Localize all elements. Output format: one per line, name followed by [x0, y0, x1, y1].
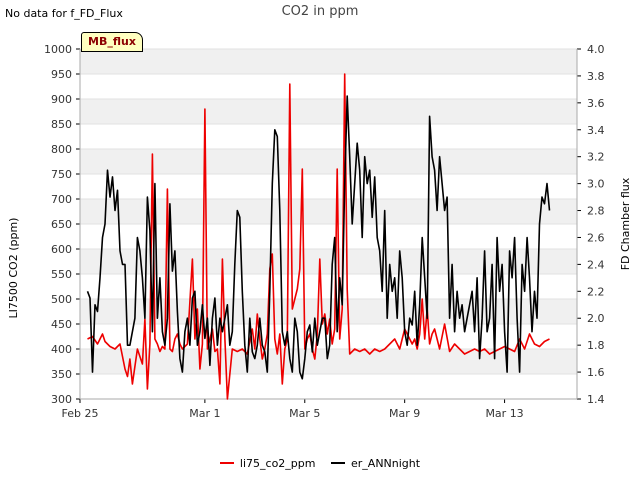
y-tick-label: 550: [51, 268, 72, 281]
y2-tick-label: 2.6: [587, 231, 605, 244]
x-tick-label: Mar 13: [485, 407, 523, 420]
no-data-note: No data for f_FD_Flux: [5, 7, 123, 20]
legend-swatch-er-annnight: [331, 462, 345, 464]
x-tick-label: Feb 25: [62, 407, 99, 420]
y-axis-label: LI7500 CO2 (ppm): [7, 218, 20, 319]
grid-band: [80, 149, 577, 174]
y2-tick-label: 1.4: [587, 393, 605, 406]
y-tick-label: 1000: [44, 43, 72, 56]
y-tick-label: 650: [51, 218, 72, 231]
y-tick-label: 900: [51, 93, 72, 106]
grid-band: [80, 199, 577, 224]
grid-band: [80, 49, 577, 74]
x-tick-label: Mar 1: [189, 407, 220, 420]
x-tick-label: Mar 5: [289, 407, 320, 420]
y2-tick-label: 1.8: [587, 339, 605, 352]
y-tick-label: 600: [51, 243, 72, 256]
y-tick-label: 350: [51, 368, 72, 381]
background-bands: [80, 48, 577, 400]
x-tick-label: Mar 9: [389, 407, 420, 420]
y2-tick-label: 2.0: [587, 312, 605, 325]
series-line-er-annnight: [86, 95, 551, 380]
legend-swatch-li75: [219, 462, 234, 464]
y-tick-label: 950: [51, 68, 72, 81]
legend-item-li75: li75_co2_ppm: [219, 456, 316, 470]
y-tick-label: 400: [51, 343, 72, 356]
legend-label-li75: li75_co2_ppm: [239, 456, 316, 470]
y2-tick-label: 3.8: [587, 70, 605, 83]
y-tick-label: 750: [51, 168, 72, 181]
mb-flux-badge: MB_flux: [81, 32, 143, 52]
series-layer: [86, 73, 551, 400]
y2-tick-label: 3.4: [587, 124, 605, 137]
y2-tick-label: 3.6: [587, 97, 605, 110]
legend-item-er-annnight: er_ANNnight: [331, 457, 420, 470]
y-tick-label: 450: [51, 318, 72, 331]
y2-tick-label: 3.2: [587, 151, 605, 164]
y2-tick-label: 2.8: [587, 205, 605, 218]
y-tick-label: 800: [51, 143, 72, 156]
y-tick-label: 700: [51, 193, 72, 206]
y2-tick-label: 1.6: [587, 366, 605, 379]
y-tick-label: 300: [51, 393, 72, 406]
y2-tick-label: 2.2: [587, 285, 605, 298]
series-line-li75-co2-ppm: [87, 73, 550, 400]
legend-label-er-annnight: er_ANNnight: [351, 456, 421, 470]
y2-tick-label: 3.0: [587, 178, 605, 191]
y2-axis-label: FD Chamber flux: [619, 177, 632, 270]
axes: 300 350 400 450 500 550 600 650 700 750 800 850 900 9…: [44, 43, 605, 420]
y2-tick-label: 2.4: [587, 258, 605, 271]
grid-band: [80, 99, 577, 124]
legend: li75_co2_ppm er_ANNnight: [0, 454, 640, 470]
y-tick-label: 850: [51, 118, 72, 131]
y-tick-label: 500: [51, 293, 72, 306]
chart-title: CO2 in ppm: [281, 4, 359, 19]
grid-band: [80, 249, 577, 274]
y2-tick-label: 4.0: [587, 43, 605, 56]
